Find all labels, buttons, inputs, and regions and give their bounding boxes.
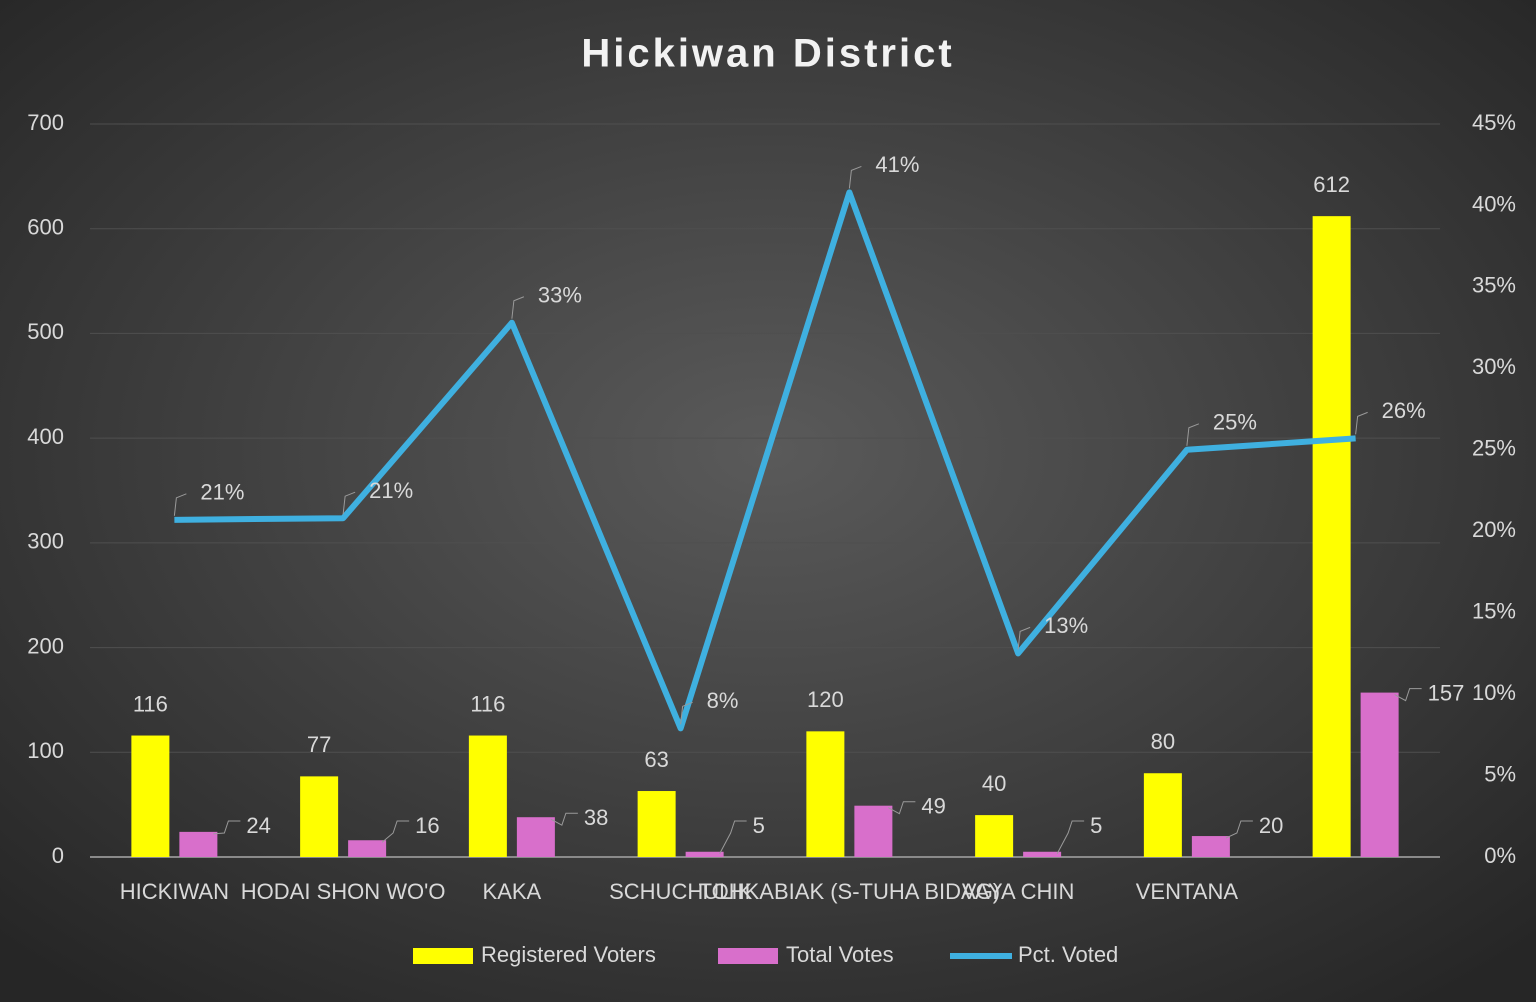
bar: [1191, 836, 1230, 857]
y2-tick-label: 35%: [1472, 273, 1516, 298]
x-tick-label: HODAI SHON WO'O: [241, 879, 446, 904]
data-label: 116: [133, 691, 168, 716]
x-tick-label: SCHUCHULIK: [609, 879, 752, 904]
bar: [806, 731, 845, 857]
leader-line: [1056, 820, 1085, 854]
data-label: 77: [307, 732, 331, 757]
y-tick-label: 600: [27, 215, 64, 240]
leader-line: [381, 820, 410, 843]
bar: [1143, 773, 1182, 857]
data-label: 40: [982, 771, 1006, 796]
data-label: 38: [584, 805, 608, 830]
y-tick-label: 500: [27, 319, 64, 344]
y2-tick-label: 10%: [1472, 680, 1516, 705]
leader-line: [1225, 820, 1253, 839]
data-label: 25%: [1213, 410, 1257, 435]
bar: [685, 851, 724, 857]
bar: [516, 817, 555, 857]
leader-line: [1355, 411, 1368, 435]
x-tick-label: TOHKABIAK (S-TUHA BIDAG): [699, 879, 1001, 904]
y2-tick-label: 25%: [1472, 436, 1516, 461]
x-tick-label: VAYA CHIN: [962, 879, 1074, 904]
bar: [1023, 851, 1062, 857]
x-tick-label: HICKIWAN: [120, 879, 229, 904]
leader-line: [1394, 688, 1422, 702]
leader-line: [173, 493, 187, 516]
leader-line: [1186, 423, 1200, 446]
data-label: 5: [1090, 813, 1102, 838]
leader-line: [1017, 626, 1031, 650]
legend-label: Pct. Voted: [1018, 942, 1118, 967]
bar: [1360, 692, 1399, 857]
bar: [179, 831, 218, 857]
y2-tick-label: 20%: [1472, 517, 1516, 542]
data-label: 157: [1428, 680, 1465, 705]
data-label: 13%: [1044, 613, 1088, 638]
y2-tick-label: 5%: [1484, 761, 1516, 786]
bar: [1312, 216, 1351, 858]
chart-title: Hickiwan District: [581, 32, 954, 76]
bar: [348, 840, 387, 857]
leader-line: [680, 701, 693, 725]
y2-tick-label: 45%: [1472, 110, 1516, 135]
x-tick-label: VENTANA: [1136, 879, 1239, 904]
data-label: 5: [753, 813, 765, 838]
y-tick-label: 400: [27, 424, 64, 449]
legend-label: Registered Voters: [481, 942, 656, 967]
legend-swatch: [413, 948, 473, 964]
y-tick-label: 200: [27, 633, 64, 658]
data-label: 120: [807, 687, 844, 712]
y2-tick-label: 15%: [1472, 598, 1516, 623]
data-label: 8%: [707, 688, 739, 713]
leader-line: [342, 491, 356, 515]
leader-line: [888, 801, 916, 815]
bar: [975, 815, 1014, 857]
leader-line: [550, 812, 578, 826]
data-label: 612: [1313, 172, 1350, 197]
data-label: 21%: [369, 478, 413, 503]
data-label: 26%: [1382, 398, 1426, 423]
leader-line: [213, 820, 241, 835]
bar: [131, 735, 170, 857]
y2-tick-label: 30%: [1472, 354, 1516, 379]
leader-line: [848, 165, 862, 189]
data-label: 33%: [538, 283, 582, 308]
y-tick-label: 700: [27, 110, 64, 135]
x-tick-label: KAKA: [483, 879, 542, 904]
data-label: 116: [470, 691, 505, 716]
bar: [300, 776, 339, 857]
legend-swatch: [718, 948, 778, 964]
data-label: 24: [246, 813, 270, 838]
data-label: 20: [1259, 813, 1283, 838]
data-label: 16: [415, 813, 439, 838]
data-label: 41%: [875, 152, 919, 177]
data-label: 63: [644, 747, 668, 772]
line: [174, 189, 1356, 732]
y-tick-label: 300: [27, 529, 64, 554]
data-label: 80: [1151, 729, 1175, 754]
leader-line: [719, 820, 747, 854]
data-label: 21%: [200, 480, 244, 505]
bar: [854, 805, 893, 857]
y-tick-label: 0: [52, 843, 64, 868]
bar: [637, 791, 676, 857]
y2-tick-label: 0%: [1484, 843, 1516, 868]
y2-tick-label: 40%: [1472, 191, 1516, 216]
data-label: 49: [921, 794, 945, 819]
legend-label: Total Votes: [786, 942, 894, 967]
leader-line: [511, 296, 525, 319]
bar: [468, 735, 507, 857]
y-tick-label: 100: [27, 738, 64, 763]
